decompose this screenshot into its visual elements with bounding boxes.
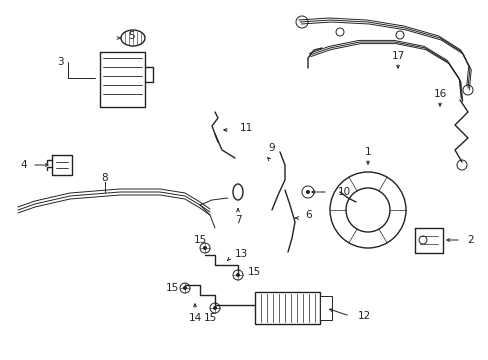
Circle shape: [236, 273, 240, 277]
Text: 15: 15: [247, 267, 261, 277]
Text: 11: 11: [240, 123, 253, 133]
Text: 12: 12: [357, 311, 370, 321]
Text: 15: 15: [165, 283, 178, 293]
Circle shape: [203, 246, 206, 250]
Text: 8: 8: [102, 173, 108, 183]
Text: 13: 13: [235, 249, 248, 259]
Circle shape: [183, 286, 186, 290]
Text: 5: 5: [128, 31, 134, 41]
Text: 14: 14: [188, 313, 201, 323]
Text: 2: 2: [466, 235, 473, 245]
Circle shape: [305, 190, 309, 194]
Text: 4: 4: [20, 160, 27, 170]
Text: 3: 3: [57, 57, 63, 67]
Circle shape: [213, 306, 217, 310]
Text: 15: 15: [193, 235, 206, 245]
Text: 7: 7: [234, 215, 241, 225]
Bar: [319, 296, 331, 320]
Text: 17: 17: [390, 51, 404, 61]
Text: 6: 6: [305, 210, 311, 220]
Bar: [254, 292, 319, 324]
Text: 1: 1: [364, 147, 370, 157]
Text: 16: 16: [432, 89, 446, 99]
Text: 9: 9: [268, 143, 275, 153]
Text: 10: 10: [337, 187, 350, 197]
Text: 15: 15: [203, 313, 216, 323]
